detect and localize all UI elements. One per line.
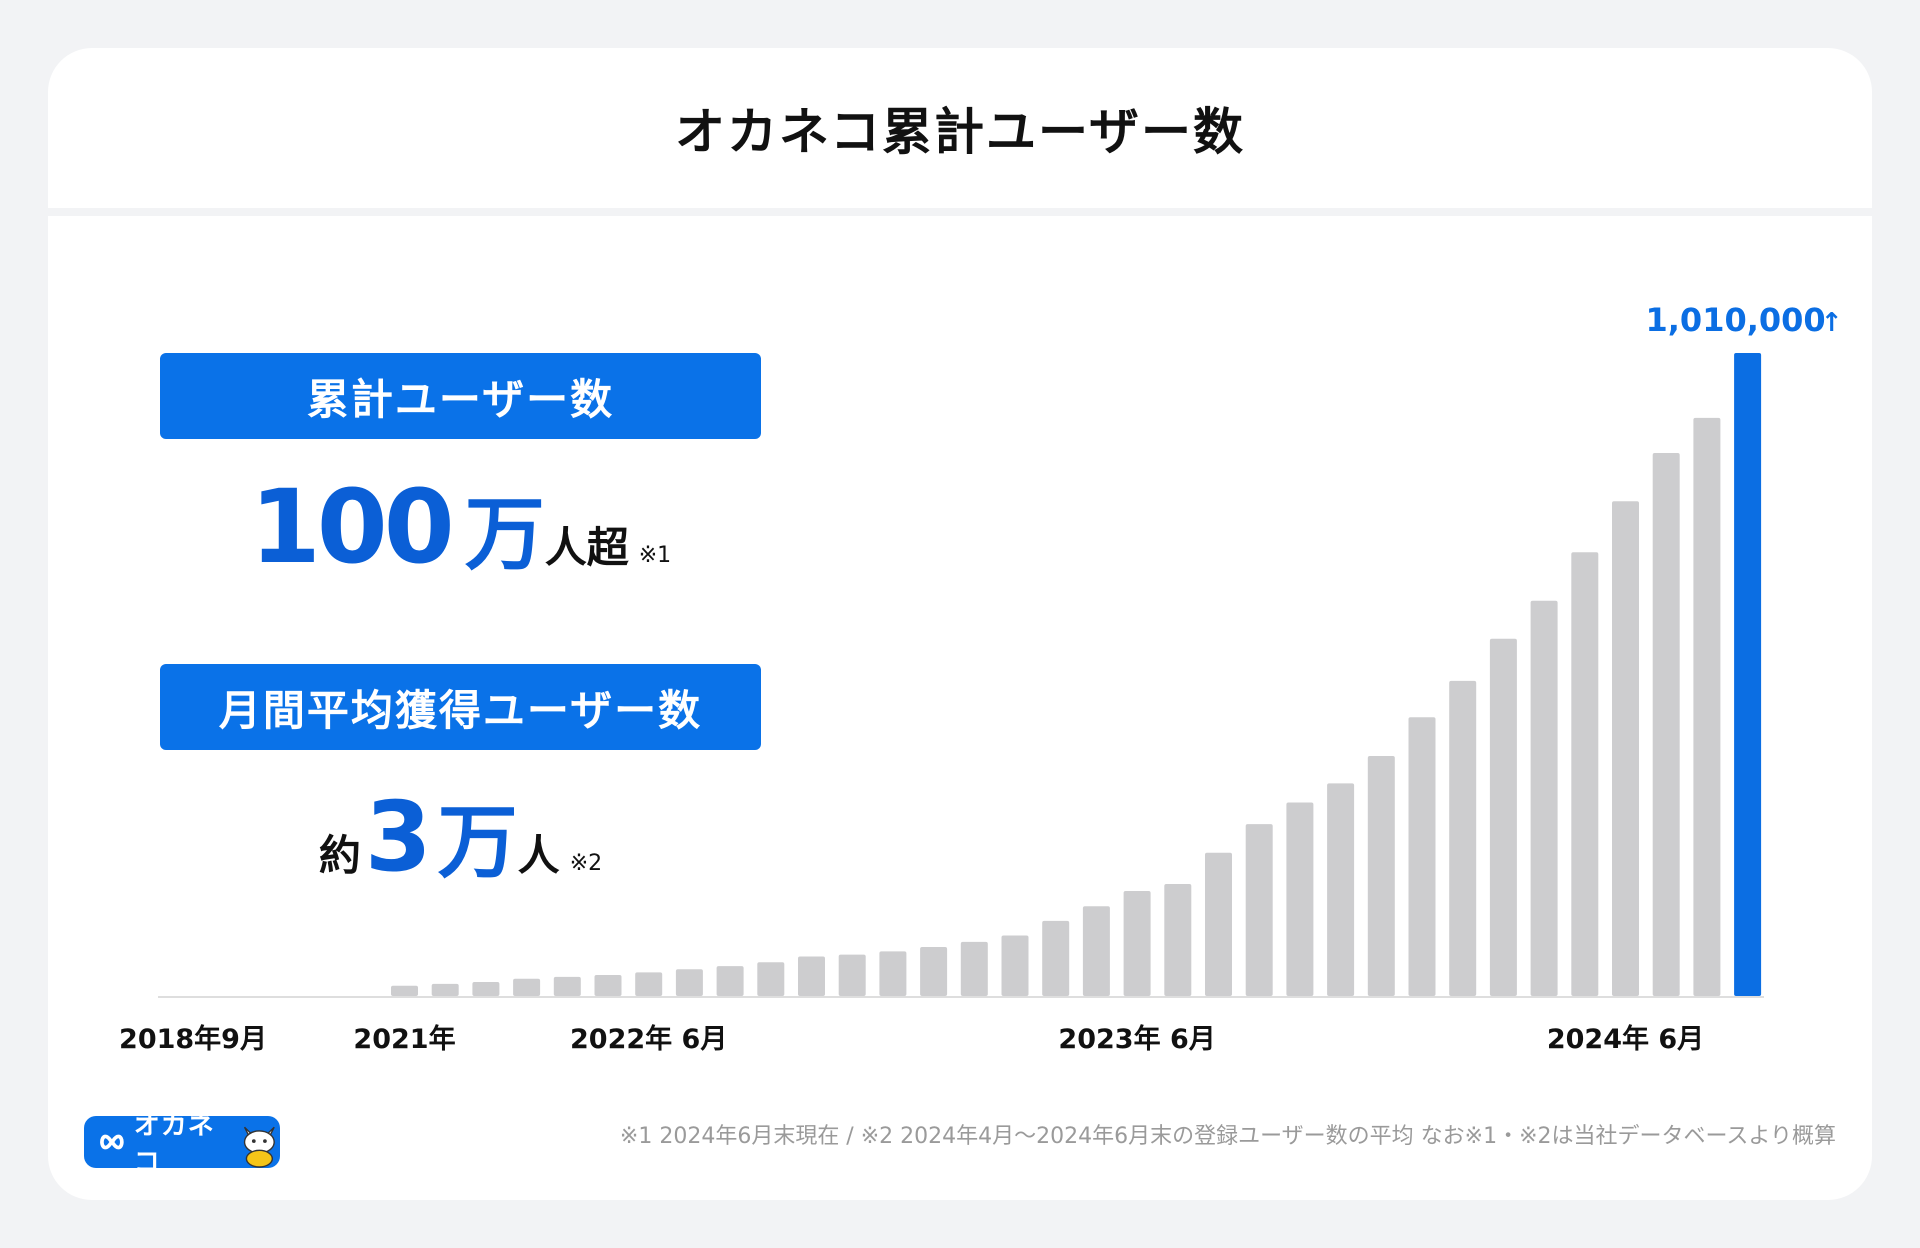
bar xyxy=(391,985,418,996)
bar xyxy=(675,969,703,996)
monthly-users-number: 3 xyxy=(364,781,432,893)
bar xyxy=(1205,852,1232,996)
bar xyxy=(798,956,825,996)
page-title: オカネコ累計ユーザー数 xyxy=(675,103,1245,161)
bar xyxy=(1571,552,1599,996)
footnote-mark-2: ※2 xyxy=(569,851,603,876)
bar xyxy=(1489,638,1517,996)
bar xyxy=(1652,453,1680,996)
x-tick-label: 2022年 6月 xyxy=(570,1023,727,1055)
bar xyxy=(1286,802,1314,996)
cumulative-users-label: 累計ユーザー数 xyxy=(160,353,761,439)
bar-highlight xyxy=(1734,353,1762,996)
cumulative-users-number: 100 xyxy=(249,468,455,587)
bar xyxy=(1408,717,1436,996)
okaneko-logo: オカネコ xyxy=(84,1111,280,1178)
x-tick-label: 2024年 6月 xyxy=(1547,1023,1704,1055)
cat-mascot-icon xyxy=(244,1126,276,1168)
bar-chart: 1,010,000↑ 2018年9月 2021年 2022年 6月 2023年 6月 20… xyxy=(119,301,1843,1055)
bar xyxy=(879,951,907,996)
cumulative-users-unit-nin: 人超 xyxy=(544,523,629,572)
x-tick-label: 2021年 xyxy=(353,1023,455,1055)
monthly-users-unit-nin: 人 xyxy=(517,831,560,880)
monthly-users-unit-man: 万 xyxy=(437,796,518,889)
bar xyxy=(1530,600,1558,996)
bar xyxy=(513,978,541,996)
bar xyxy=(594,975,622,996)
logo-text: オカネコ xyxy=(133,1111,215,1178)
bar xyxy=(960,941,988,996)
bar xyxy=(1082,906,1110,996)
bar xyxy=(1367,756,1395,996)
bar xyxy=(472,982,500,996)
bar xyxy=(635,972,663,996)
up-arrow-icon: ↑ xyxy=(1821,308,1843,338)
bar xyxy=(1123,891,1151,996)
x-tick-label: 2018年9月 xyxy=(119,1023,267,1055)
chart-card: オカネコ累計ユーザー数 累計ユーザー数 100 万 人超 ※1 月間平均獲得ユー… xyxy=(48,48,1872,1200)
infinity-icon xyxy=(100,1134,124,1150)
highlight-value-label: 1,010,000 xyxy=(1646,301,1826,339)
bar xyxy=(716,966,744,996)
bar xyxy=(920,947,948,996)
bar xyxy=(1693,417,1721,996)
bar xyxy=(838,954,866,996)
bar xyxy=(1449,680,1477,996)
footnote-mark-1: ※1 xyxy=(638,543,672,568)
bar xyxy=(1612,501,1639,996)
bar xyxy=(1327,783,1355,996)
cumulative-users-unit-man: 万 xyxy=(464,488,545,581)
monthly-users-prefix: 約 xyxy=(318,831,361,880)
bar xyxy=(1245,824,1273,996)
x-tick-label: 2023年 6月 xyxy=(1058,1023,1215,1055)
bar xyxy=(431,983,459,996)
bar xyxy=(553,976,581,996)
bar xyxy=(757,962,785,996)
bar xyxy=(1001,935,1029,996)
cumulative-users-stat: 100 万 人超 ※1 xyxy=(160,468,761,587)
bar xyxy=(1042,920,1070,996)
title-bar: オカネコ累計ユーザー数 xyxy=(48,48,1872,216)
bar xyxy=(1164,884,1192,996)
monthly-users-label: 月間平均獲得ユーザー数 xyxy=(160,664,761,750)
monthly-users-stat: 約 3 万 人 ※2 xyxy=(160,778,761,894)
footnote: ※1 2024年6月末現在 / ※2 2024年4月〜2024年6月末の登録ユー… xyxy=(619,1124,1836,1149)
